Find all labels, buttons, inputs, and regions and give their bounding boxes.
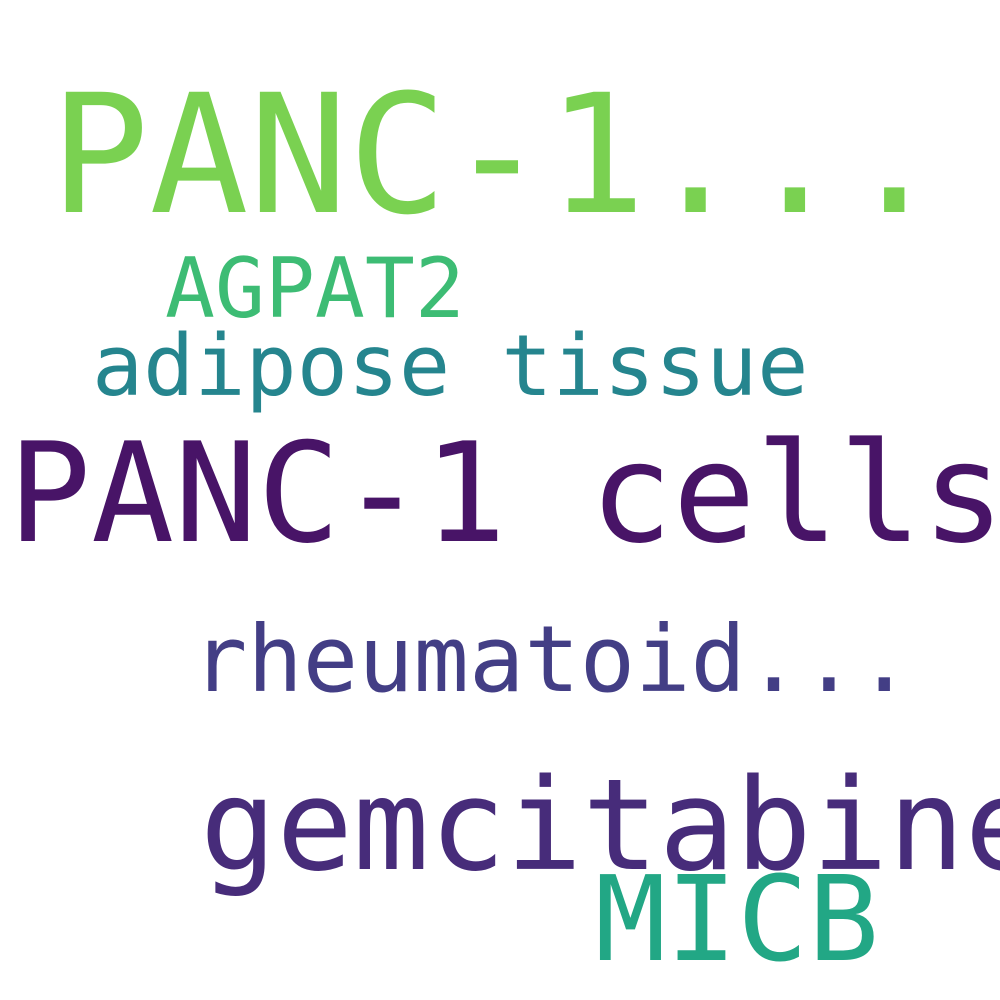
word-micb: MICB bbox=[595, 850, 880, 988]
word-panc-1-cells: PANC-1 cells bbox=[8, 413, 1000, 574]
word-panc-1-ellipsis: PANC-1... bbox=[50, 59, 945, 251]
word-gemcitabine: gemcitabine bbox=[200, 751, 1000, 899]
word-agpat2: AGPAT2 bbox=[165, 240, 465, 337]
word-rheumatoid: rheumatoid... bbox=[192, 606, 913, 713]
word-adipose-tissue: adipose tissue bbox=[92, 317, 809, 416]
